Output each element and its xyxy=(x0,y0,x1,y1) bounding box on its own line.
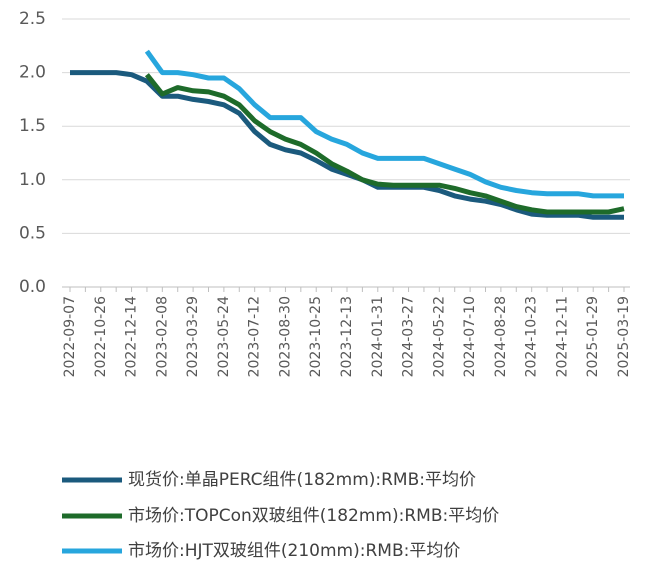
x-tick-label: 2023-10-25 xyxy=(308,296,324,377)
y-tick-label: 0.0 xyxy=(19,277,46,297)
x-tick-label: 2024-12-11 xyxy=(554,296,570,377)
legend-label: 现货价:单晶PERC组件(182mm):RMB:平均价 xyxy=(128,470,476,490)
x-tick-label: 2022-12-14 xyxy=(124,296,140,377)
x-tick-label: 2024-07-10 xyxy=(462,296,478,377)
x-tick-label: 2024-10-23 xyxy=(524,296,540,377)
x-tick-label: 2022-10-26 xyxy=(93,296,109,377)
y-tick-label: 0.5 xyxy=(19,223,46,243)
x-tick-label: 2023-03-29 xyxy=(185,296,201,377)
x-tick-label: 2024-03-27 xyxy=(401,296,417,377)
series-line xyxy=(144,73,625,215)
y-tick-label: 2.5 xyxy=(19,9,46,29)
x-tick-label: 2023-02-08 xyxy=(154,296,170,377)
x-tick-label: 2023-05-24 xyxy=(216,296,232,377)
legend-label: 市场价:HJT双玻组件(210mm):RMB:平均价 xyxy=(128,541,460,561)
x-tick-label: 2025-01-29 xyxy=(585,296,601,377)
x-tick-label: 2023-08-30 xyxy=(277,296,293,377)
x-tick-label: 2024-05-22 xyxy=(431,296,447,377)
legend-label: 市场价:TOPCon双玻组件(182mm):RMB:平均价 xyxy=(128,506,499,526)
x-tick-label: 2025-03-19 xyxy=(616,296,632,377)
series-line xyxy=(144,49,624,199)
x-tick-label: 2023-07-12 xyxy=(247,296,263,377)
x-tick-label: 2024-08-28 xyxy=(493,296,509,377)
y-tick-label: 1.0 xyxy=(19,170,46,190)
x-tick-label: 2024-01-31 xyxy=(370,296,386,377)
y-tick-label: 2.0 xyxy=(19,63,46,83)
x-tick-label: 2022-09-07 xyxy=(62,296,78,377)
y-tick-label: 1.5 xyxy=(19,116,46,136)
x-tick-label: 2023-12-13 xyxy=(339,296,355,377)
